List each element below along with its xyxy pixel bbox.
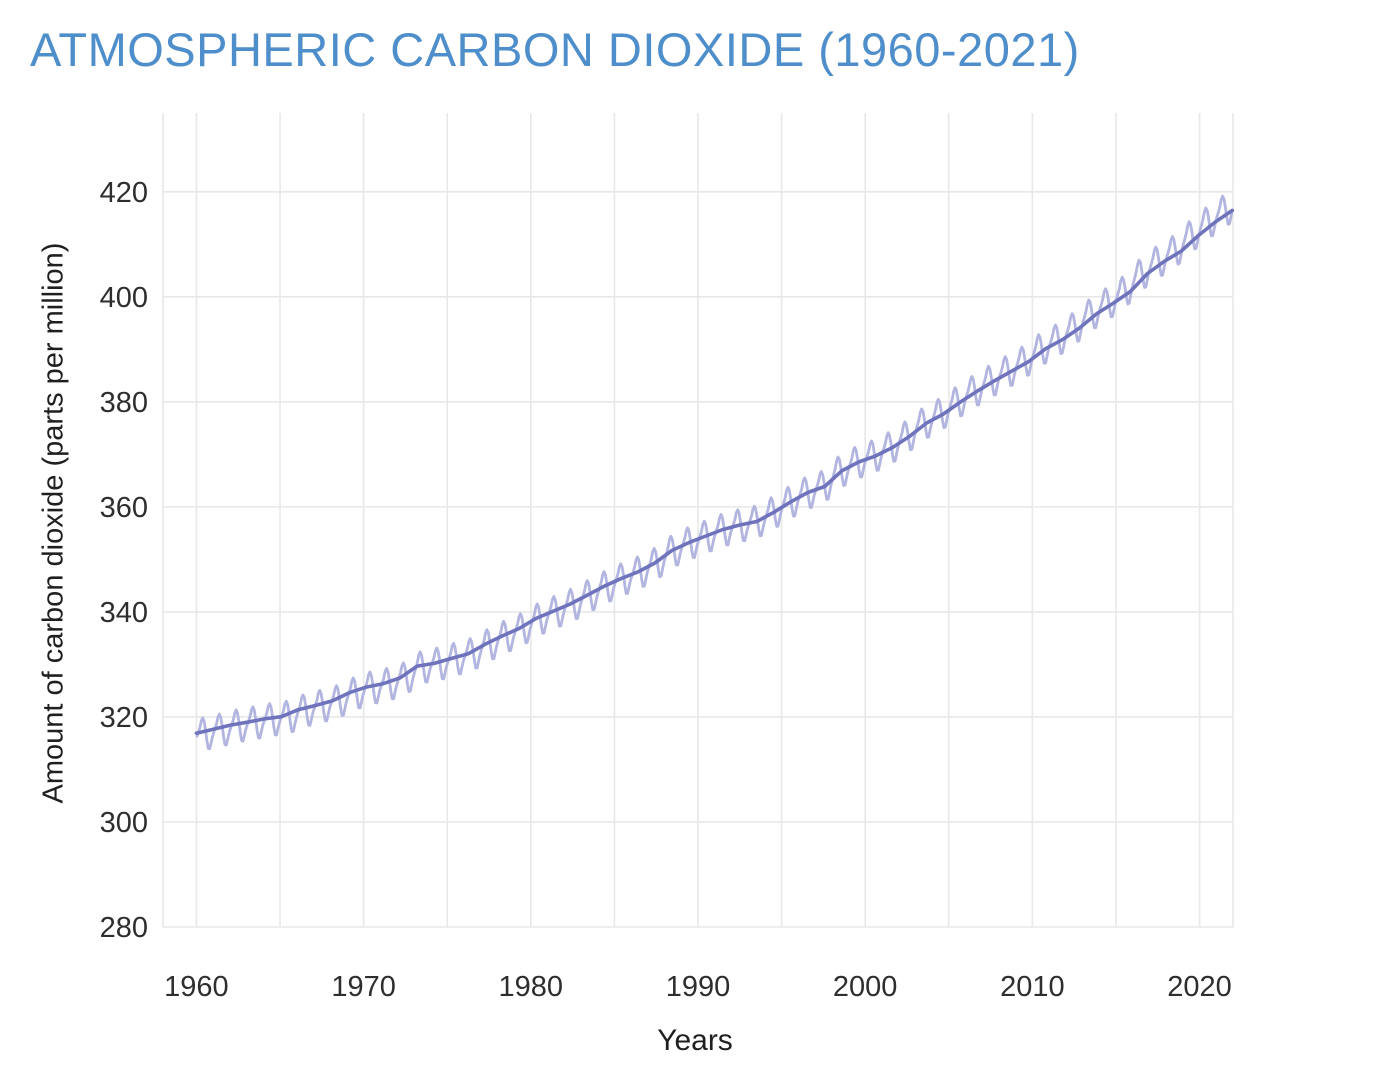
x-tick-label-1980: 1980: [499, 971, 564, 1003]
x-tick-label-2010: 2010: [1000, 971, 1065, 1003]
x-tick-label-1990: 1990: [666, 971, 731, 1003]
x-tick-label-1970: 1970: [331, 971, 396, 1003]
x-tick-label-2020: 2020: [1167, 971, 1232, 1003]
y-tick-label-400: 400: [100, 282, 148, 314]
chart-title: ATMOSPHERIC CARBON DIOXIDE (1960-2021): [30, 23, 1080, 76]
y-tick-label-420: 420: [100, 177, 148, 209]
y-tick-label-380: 380: [100, 387, 148, 419]
y-tick-label-340: 340: [100, 597, 148, 629]
x-tick-label-1960: 1960: [164, 971, 229, 1003]
x-tick-label-2000: 2000: [833, 971, 898, 1003]
y-tick-label-320: 320: [100, 702, 148, 734]
y-tick-label-280: 280: [100, 912, 148, 944]
x-axis-title: Years: [657, 1024, 733, 1057]
y-tick-label-360: 360: [100, 492, 148, 524]
y-tick-label-300: 300: [100, 807, 148, 839]
seasonal-co2-line: [195, 194, 1234, 751]
trend-co2-line: [194, 208, 1235, 736]
